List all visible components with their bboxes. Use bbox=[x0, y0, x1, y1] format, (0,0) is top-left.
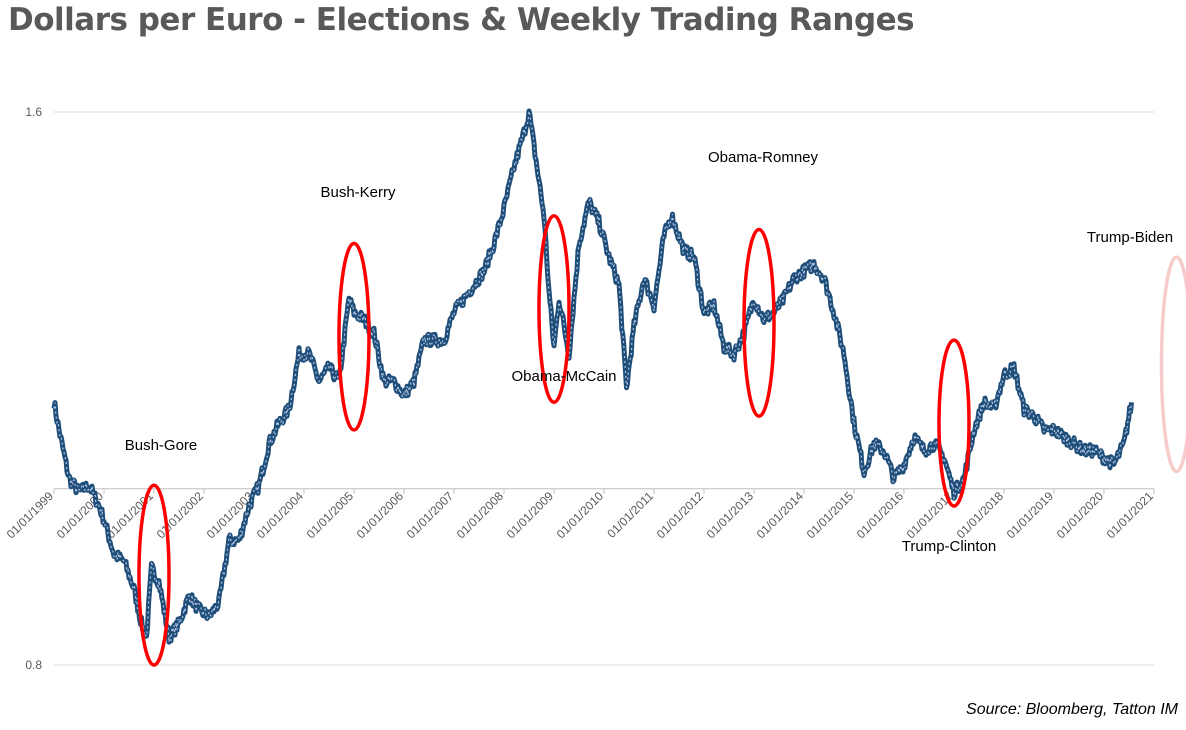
election-circle bbox=[537, 213, 571, 405]
x-tick-label: 01/01/2008 bbox=[454, 489, 507, 542]
election-circle bbox=[1159, 255, 1186, 474]
election-circle bbox=[137, 483, 171, 667]
x-tick-label: 01/01/2016 bbox=[854, 489, 907, 542]
election-circle bbox=[742, 227, 776, 418]
x-tick-label: 01/01/2019 bbox=[1004, 489, 1057, 542]
election-label: Obama-Romney bbox=[708, 149, 819, 166]
x-tick-label: 01/01/1999 bbox=[4, 489, 57, 542]
series-layer bbox=[51, 108, 1134, 645]
x-tick-label: 01/01/2015 bbox=[804, 489, 857, 542]
x-tick-label: 01/01/2010 bbox=[554, 489, 607, 542]
election-label: Bush-Kerry bbox=[320, 184, 396, 201]
y-tick-label: 1.6 bbox=[25, 105, 42, 119]
x-tick-label: 01/01/2014 bbox=[754, 489, 807, 542]
election-circle bbox=[337, 241, 371, 432]
chart-title: Dollars per Euro - Elections & Weekly Tr… bbox=[8, 2, 915, 38]
x-tick-label: 01/01/2009 bbox=[504, 489, 557, 542]
x-tick-label: 01/01/2004 bbox=[254, 489, 307, 542]
x-tick-label: 01/01/2013 bbox=[704, 489, 757, 542]
source-note: Source: Bloomberg, Tatton IM bbox=[966, 701, 1178, 718]
x-tick-label: 01/01/2021 bbox=[1104, 489, 1157, 542]
election-circle bbox=[937, 338, 971, 508]
x-axis-layer: 01/01/199901/01/200001/01/200101/01/2002… bbox=[4, 488, 1157, 542]
y-tick-label: 0.8 bbox=[25, 658, 42, 672]
annotation-layer: Bush-Gore Bush-Kerry Obama-McCain Obama-Rom… bbox=[125, 149, 1186, 667]
x-tick-label: 01/01/2020 bbox=[1054, 489, 1107, 542]
x-tick-label: 01/01/2007 bbox=[404, 489, 457, 542]
x-tick-label: 01/01/2006 bbox=[354, 489, 407, 542]
x-tick-label: 01/01/2005 bbox=[304, 489, 357, 542]
election-label: Bush-Gore bbox=[125, 437, 198, 454]
x-tick-label: 01/01/2012 bbox=[654, 489, 707, 542]
election-label: Obama-McCain bbox=[511, 368, 616, 385]
election-label: Trump-Clinton bbox=[902, 538, 996, 555]
trading-range-texture bbox=[53, 110, 1133, 643]
x-tick-label: 01/01/2011 bbox=[604, 489, 656, 541]
election-label: Trump-Biden bbox=[1087, 229, 1173, 246]
y-tick-layer: 1.6 0.8 bbox=[25, 105, 42, 672]
grid-layer bbox=[54, 111, 1154, 666]
